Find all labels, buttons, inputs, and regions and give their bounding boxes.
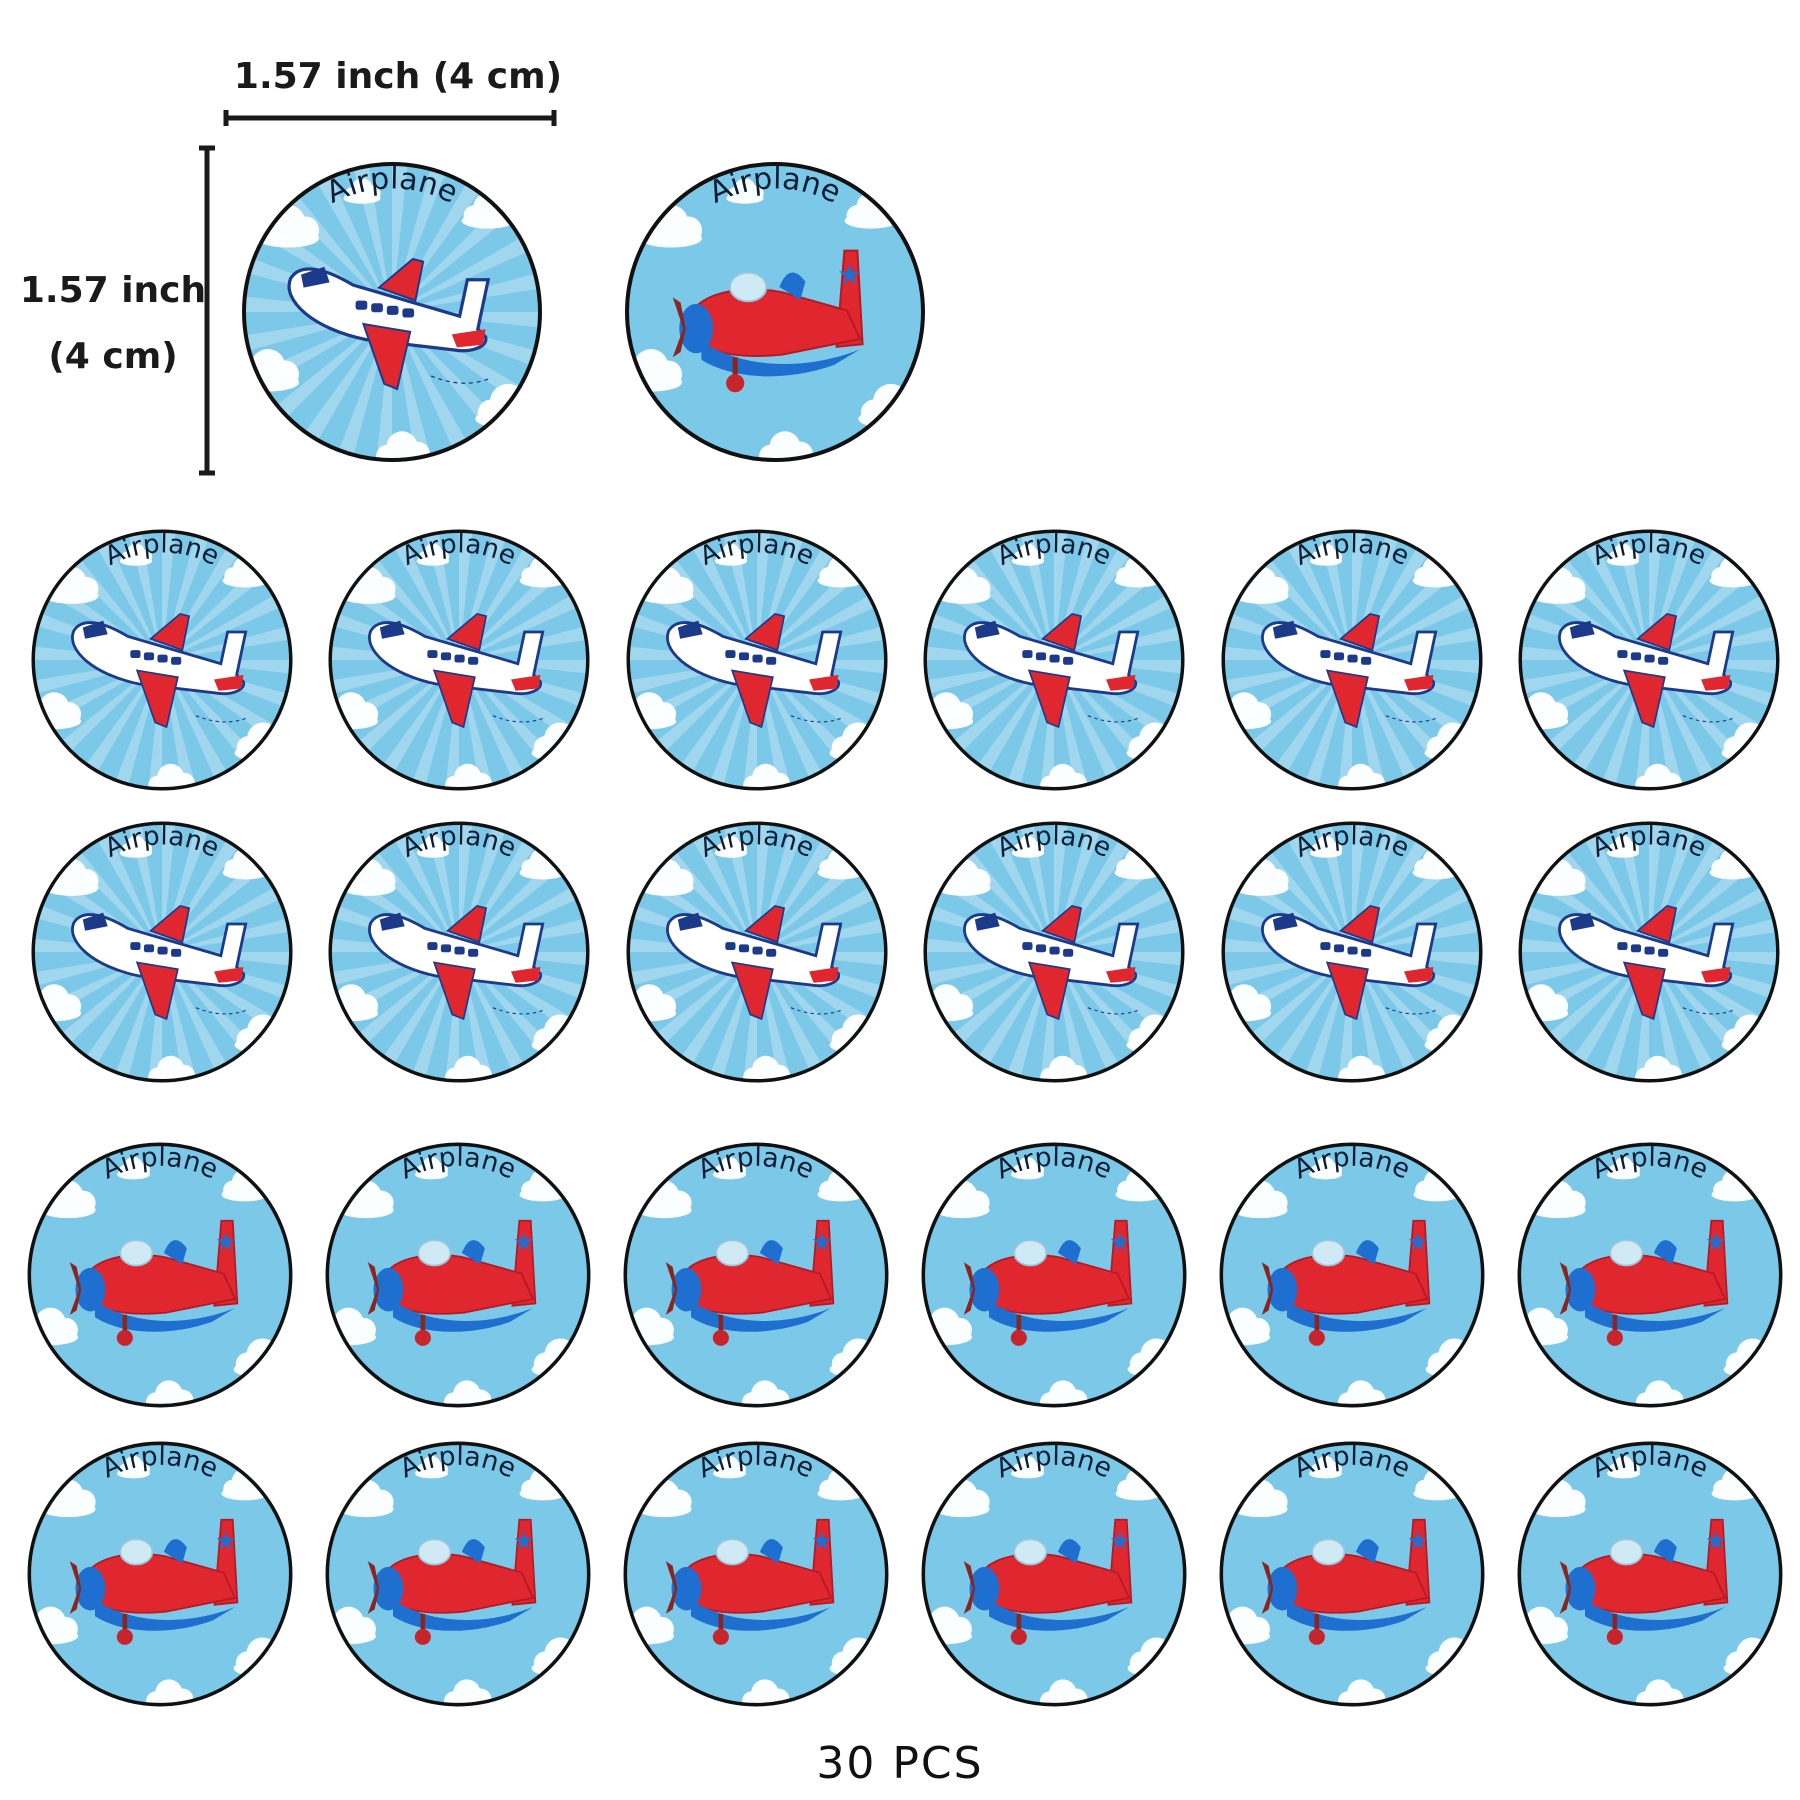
sticker-jet-airplane: Airplane — [328, 821, 590, 1083]
sticker-jet-airplane: Airplane — [1221, 529, 1483, 791]
sticker-jet-airplane: Airplane — [31, 821, 293, 1083]
plane-illustration — [666, 904, 843, 1021]
plane-illustration — [1558, 904, 1735, 1021]
sticker-jet-airplane: Airplane — [923, 529, 1185, 791]
sticker-propeller-airplane: Airplane — [1517, 1142, 1783, 1408]
plane-illustration — [1261, 1518, 1431, 1645]
sticker-jet-airplane: Airplane — [31, 529, 293, 791]
sticker-jet-airplane: Airplane — [242, 161, 542, 462]
height-label-line-2: (4 cm) — [48, 336, 178, 377]
sticker-propeller-airplane: Airplane — [1219, 1142, 1485, 1408]
plane-illustration — [666, 612, 843, 729]
sticker-propeller-airplane: Airplane — [325, 1142, 591, 1408]
sticker-jet-airplane: Airplane — [923, 821, 1185, 1083]
plane-illustration — [963, 1219, 1133, 1346]
height-dimension-line — [199, 145, 215, 476]
plane-illustration — [71, 904, 248, 1021]
sticker-propeller-airplane: Airplane — [1219, 1441, 1485, 1707]
plane-illustration — [665, 1219, 835, 1346]
plane-illustration — [1261, 904, 1438, 1021]
plane-illustration — [1559, 1518, 1729, 1645]
sticker-jet-airplane: Airplane — [1518, 821, 1780, 1083]
plane-illustration — [368, 904, 545, 1021]
plane-illustration — [1559, 1219, 1729, 1346]
plane-illustration — [963, 904, 1140, 1021]
plane-illustration — [672, 249, 864, 393]
plane-illustration — [287, 257, 491, 391]
width-dimension-label: 1.57 inch (4 cm) — [233, 56, 563, 97]
plane-illustration — [367, 1219, 537, 1346]
sticker-jet-airplane: Airplane — [1518, 529, 1780, 791]
plane-illustration — [1558, 612, 1735, 729]
plane-illustration — [1261, 612, 1438, 729]
plane-illustration — [368, 612, 545, 729]
sticker-propeller-airplane: Airplane — [27, 1441, 293, 1707]
sticker-jet-airplane: Airplane — [626, 529, 888, 791]
plane-illustration — [665, 1518, 835, 1645]
sticker-propeller-airplane: Airplane — [623, 1142, 889, 1408]
plane-illustration — [69, 1518, 239, 1645]
height-label-line-1: 1.57 inch — [19, 270, 207, 311]
sticker-propeller-airplane: Airplane — [27, 1142, 293, 1408]
plane-illustration — [69, 1219, 239, 1346]
plane-illustration — [71, 612, 248, 729]
height-dimension-label: 1.57 inch (4 cm) — [18, 258, 208, 390]
plane-illustration — [367, 1518, 537, 1645]
sticker-propeller-airplane: Airplane — [1517, 1441, 1783, 1707]
sticker-propeller-airplane: Airplane — [623, 1441, 889, 1707]
sticker-propeller-airplane: Airplane — [921, 1441, 1187, 1707]
width-dimension-line — [223, 110, 557, 126]
sticker-jet-airplane: Airplane — [626, 821, 888, 1083]
sticker-propeller-airplane: Airplane — [325, 1441, 591, 1707]
sticker-propeller-airplane: Airplane — [921, 1142, 1187, 1408]
plane-illustration — [963, 612, 1140, 729]
sticker-jet-airplane: Airplane — [1221, 821, 1483, 1083]
plane-illustration — [963, 1518, 1133, 1645]
sticker-propeller-airplane: Airplane — [625, 161, 925, 462]
sticker-jet-airplane: Airplane — [328, 529, 590, 791]
quantity-label: 30 PCS — [816, 1738, 984, 1789]
plane-illustration — [1261, 1219, 1431, 1346]
